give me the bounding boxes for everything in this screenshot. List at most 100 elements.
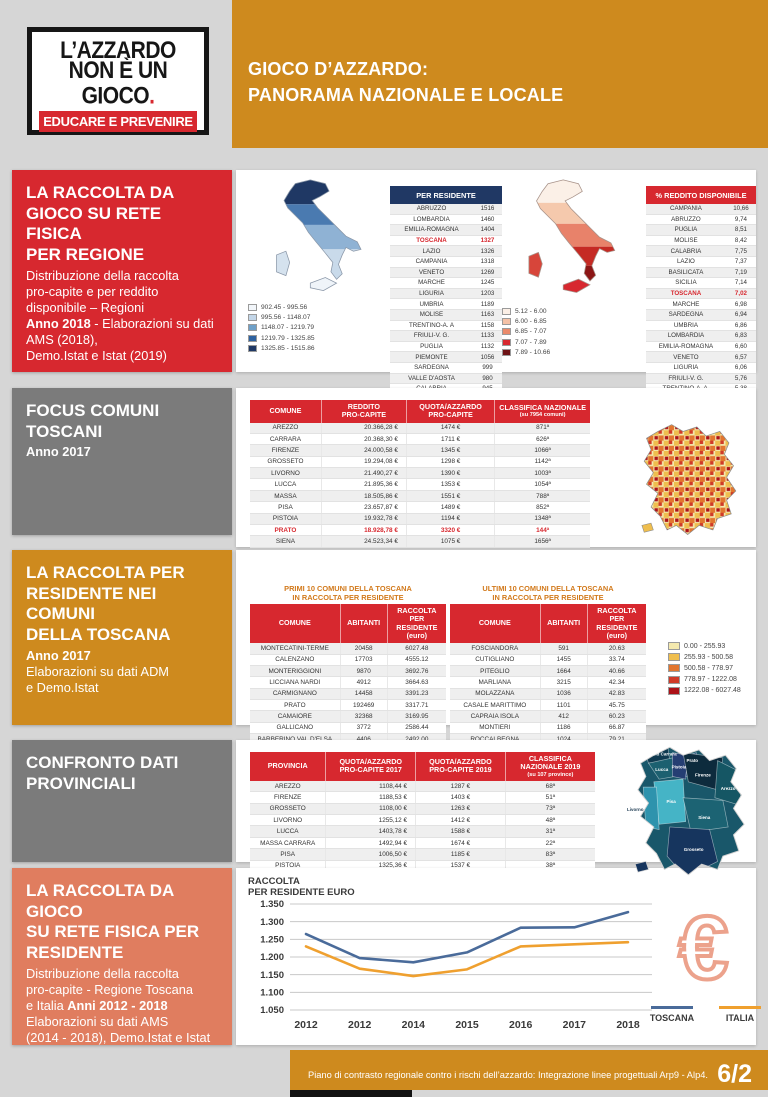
table-cell: 20.63 — [587, 643, 646, 655]
table-cell: 6,98 — [725, 298, 756, 310]
table-cell: 1404 — [473, 224, 502, 236]
table-cell: MOLISE — [390, 309, 473, 321]
primi-comuni-table: COMUNE ABITANTI RACCOLTA PER RESIDENTE (e… — [250, 604, 446, 764]
legend-label: 7.07 - 7.89 — [515, 338, 547, 346]
table-row: LICCIANA NARDI 4912 3664.63 — [250, 676, 446, 689]
table-cell: 1255,12 € — [325, 814, 417, 827]
table-row: VALLE D'AOSTA 980 — [390, 373, 502, 385]
logo-line1: L’AZZARDO — [60, 37, 176, 64]
legend-label: 1219.79 - 1325.85 — [261, 334, 315, 342]
table-row: PRATO 192469 3317.71 — [250, 699, 446, 712]
desc-line: Elaborazioni su dati AMS — [26, 1014, 169, 1030]
raccolta-map-legend: 902.45 - 995.56 995.56 - 1148.07 1148.07 -… — [248, 304, 315, 355]
table-cell: CALABRIA — [646, 245, 726, 257]
table-cell: 412 — [540, 710, 588, 723]
province-label: Prato — [687, 758, 699, 763]
title-line: DELLA TOSCANA — [26, 625, 171, 645]
y-tick-label: 1.050 — [260, 1005, 284, 1016]
table-cell: SIENA — [250, 535, 322, 548]
table-row: PUGLIA 1132 — [390, 341, 502, 353]
section5-title: LA RACCOLTA DA GIOCO SU RETE FISICA PER … — [26, 881, 218, 964]
anno-label: Anno 2018 — [26, 316, 91, 332]
focus-comuni-table: COMUNE REDDITO PRO-CAPITE QUOTA/AZZARDO PR… — [250, 400, 590, 548]
logo-line2: NON È UN GIOCO. — [68, 57, 168, 110]
table-cell: FRIULI-V. G. — [646, 373, 726, 385]
table-row: LAZIO 7,37 — [646, 256, 756, 268]
legend-item: 6.00 - 6.85 — [502, 318, 550, 326]
comuni-map-legend: 0.00 - 255.93 255.93 - 500.58 500.58 - 778… — [668, 642, 741, 698]
table-cell: 60.23 — [587, 710, 646, 723]
table-row: MONTERIGGIONI 9870 3692.76 — [250, 665, 446, 678]
legend-swatch — [668, 664, 680, 673]
y-tick-label: 1.150 — [260, 970, 284, 981]
table-cell: 1492,94 € — [325, 837, 417, 850]
title-line: SU RETE FISICA PER — [26, 922, 200, 942]
table-row: PIEMONTE 1056 — [390, 351, 502, 363]
table-cell: 1056 — [473, 351, 502, 363]
table-cell: VALLE D'AOSTA — [390, 373, 473, 385]
footer-black-bar — [290, 1090, 412, 1097]
x-tick-label: 2015 — [455, 1019, 479, 1031]
table-cell: 1551 € — [406, 490, 496, 503]
province-label: Grosseto — [684, 847, 704, 852]
title-line: PROVINCIALI — [26, 773, 136, 793]
table-row: MONTIERI 1186 66.87 — [450, 722, 646, 735]
table-row: CALABRIA 7,75 — [646, 245, 756, 257]
table-row: MOLISE 1163 — [390, 309, 502, 321]
table-row: PISA 23.657,87 €1489 €852ª — [250, 501, 590, 514]
legend-label: 1148.07 - 1219.79 — [261, 324, 315, 332]
table-cell: 1263 € — [415, 803, 506, 816]
legend-item: 1325.85 - 1515.86 — [248, 344, 315, 352]
table-row: FIRENZE 1188,53 €1403 €51ª — [250, 791, 595, 804]
table-cell: 20.368,30 € — [321, 433, 407, 446]
legend-label: 778.97 - 1222.08 — [684, 676, 737, 684]
table-row: LIVORNO 21.490,27 €1390 €1003ª — [250, 467, 590, 480]
column-header: RACCOLTA PER RESIDENTE (euro) — [587, 604, 646, 644]
table-cell: GROSSETO — [250, 803, 327, 816]
footer-band: Piano di contrasto regionale contro i ri… — [290, 1050, 768, 1090]
table-cell: 3169.95 — [387, 710, 446, 723]
table-cell: VENETO — [646, 351, 726, 363]
column-header: COMUNE — [450, 604, 541, 644]
table-cell: 1186 — [540, 722, 588, 735]
table-cell: 1348ª — [494, 513, 590, 525]
table-cell: 1189 — [473, 298, 502, 310]
table-cell: CASALE MARITTIMO — [450, 699, 541, 712]
table-cell: 4912 — [340, 676, 388, 689]
primi-comuni-title: PRIMI 10 COMUNI DELLA TOSCANA IN RACCOLT… — [284, 584, 412, 603]
table-cell: 9870 — [340, 665, 388, 678]
table-cell: LIGURIA — [646, 362, 726, 374]
section1-description: Distribuzione della raccolta pro-capite … — [26, 268, 218, 365]
page-title: GIOCO D’AZZARDO: PANORAMA NAZIONALE E LO… — [232, 0, 768, 108]
desc-line: pro-capite - Regione Toscana — [26, 982, 193, 998]
table-cell: 1327 — [473, 235, 502, 247]
series-toscana — [304, 910, 630, 964]
table-row: CARMIGNANO 14458 3391.23 — [250, 688, 446, 701]
section3-title-box: LA RACCOLTA PER RESIDENTE NEI COMUNI DEL… — [12, 550, 232, 725]
table-cell: MONTECATINI-TERME — [250, 643, 341, 655]
table-cell: LIGURIA — [390, 288, 473, 300]
table-row: MARLIANA 3215 42.34 — [450, 676, 646, 689]
desc-line: Distribuzione della raccolta — [26, 267, 179, 283]
y-tick-label: 1.300 — [260, 917, 284, 928]
legend-swatch — [668, 675, 680, 684]
table-cell: PRATO — [250, 524, 322, 537]
province-label: Livorno — [627, 807, 644, 812]
title-line: GIOCO SU RETE FISICA — [26, 203, 162, 244]
legend-item: 1219.79 - 1325.85 — [248, 334, 315, 342]
province-label: Pisa — [666, 799, 676, 804]
table-cell: PITEGLIO — [450, 665, 541, 678]
table-row: ABRUZZO 1516 — [390, 204, 502, 215]
table-cell: 1132 — [473, 341, 502, 353]
table-cell: ABRUZZO — [390, 204, 473, 215]
table-cell: 3772 — [340, 722, 388, 735]
table-cell: 1298 € — [406, 456, 496, 469]
table-cell: 3664.63 — [387, 676, 446, 689]
table-cell: 9,74 — [725, 214, 756, 226]
title-line: LA RACCOLTA PER — [26, 563, 185, 582]
table-cell: 1460 — [473, 214, 502, 226]
footer-text: Piano di contrasto regionale contro i ri… — [308, 1070, 709, 1080]
table-cell: 40.66 — [587, 665, 646, 678]
title-line: COMUNI — [26, 604, 95, 624]
table-cell: 6027.48 — [387, 643, 446, 655]
